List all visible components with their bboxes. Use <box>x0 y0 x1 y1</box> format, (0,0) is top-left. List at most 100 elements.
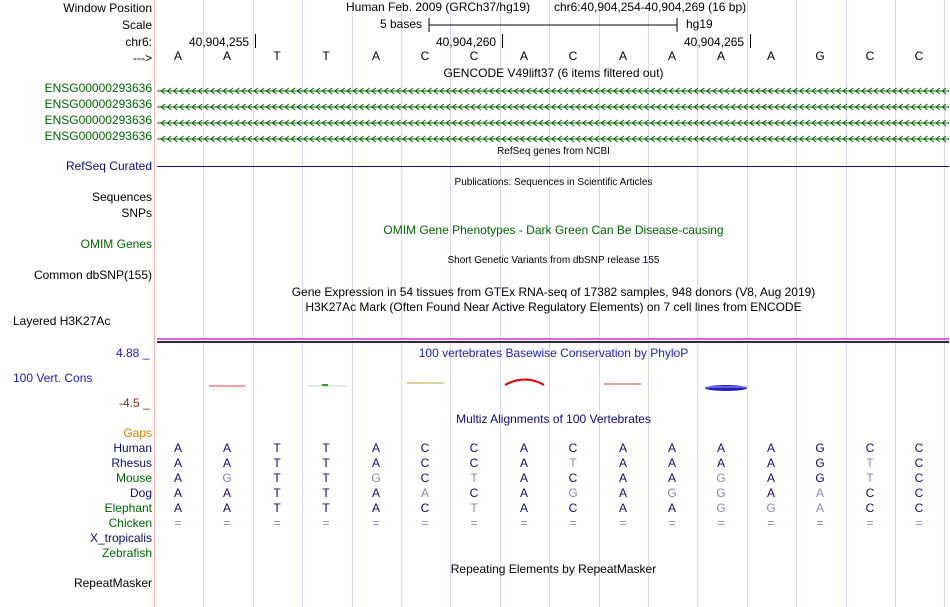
species-label[interactable]: Human <box>113 441 152 455</box>
gencode-item-label[interactable]: ENSG00000293636 <box>44 113 152 127</box>
aligned-base: A <box>618 441 627 455</box>
species-label[interactable]: Mouse <box>115 471 152 485</box>
gencode-gene-feature[interactable] <box>157 101 950 111</box>
aligned-base: T <box>273 486 281 500</box>
aligned-base: A <box>815 486 824 500</box>
aligned-base: A <box>371 486 380 500</box>
aligned-base: G <box>815 471 825 485</box>
repeatmasker-track-title[interactable]: Repeating Elements by RepeatMasker <box>450 562 657 576</box>
coord-3: 40,904,265 <box>684 35 745 49</box>
aligned-base: = <box>668 516 676 530</box>
aligned-base: = <box>322 516 330 530</box>
cons-track-label[interactable]: 100 Vert. Cons <box>13 371 93 385</box>
gaps-label[interactable]: Gaps <box>123 426 152 440</box>
aligned-base: A <box>519 471 528 485</box>
aligned-base: = <box>619 516 627 530</box>
reference-base: A <box>716 49 725 63</box>
aligned-base: A <box>519 486 528 500</box>
aligned-base: A <box>766 471 775 485</box>
aligned-base: G <box>716 486 726 500</box>
reference-base: G <box>815 49 825 63</box>
guide-line <box>697 0 698 607</box>
aligned-base: C <box>469 456 479 470</box>
gencode-gene-feature[interactable] <box>157 133 950 143</box>
aligned-base: A <box>173 471 182 485</box>
aligned-base: = <box>866 516 874 530</box>
aligned-base: G <box>766 501 776 515</box>
omim-label[interactable]: OMIM Genes <box>80 237 152 251</box>
reference-base: C <box>420 49 430 63</box>
species-label[interactable]: Zebrafish <box>101 546 152 560</box>
aligned-base: A <box>222 456 231 470</box>
scale-text: 5 bases <box>380 17 423 31</box>
aligned-base: C <box>865 441 875 455</box>
window-position-label: Window Position <box>63 1 152 15</box>
h3k27ac-signal-bottom[interactable] <box>157 341 949 343</box>
aligned-base: C <box>420 501 430 515</box>
h3k27ac-track-title[interactable]: H3K27Ac Mark (Often Found Near Active Re… <box>305 300 802 314</box>
guide-line <box>500 0 501 607</box>
refseq-label[interactable]: RefSeq Curated <box>65 159 152 173</box>
aligned-base: C <box>420 471 430 485</box>
h3k27ac-label[interactable]: Layered H3K27Ac <box>13 314 111 328</box>
aligned-base: A <box>519 501 528 515</box>
sequences-label[interactable]: Sequences <box>91 190 152 204</box>
reference-base: A <box>173 49 182 63</box>
species-label[interactable]: Elephant <box>104 501 152 515</box>
aligned-base: = <box>717 516 725 530</box>
aligned-base: C <box>420 456 430 470</box>
aligned-base: A <box>519 456 528 470</box>
multiz-track-title[interactable]: Multiz Alignments of 100 Vertebrates <box>456 412 651 426</box>
reference-base: C <box>865 49 875 63</box>
gencode-gene-feature[interactable] <box>157 85 950 95</box>
snps-label[interactable]: SNPs <box>121 206 152 220</box>
species-label[interactable]: Dog <box>129 486 152 500</box>
coord-tick-2 <box>502 34 503 48</box>
aligned-base: A <box>618 471 627 485</box>
gencode-gene-feature[interactable] <box>157 117 950 127</box>
aligned-base: A <box>173 501 182 515</box>
repeatmasker-label[interactable]: RepeatMasker <box>73 576 152 590</box>
aligned-base: A <box>667 456 676 470</box>
aligned-base: C <box>914 486 924 500</box>
dbsnp-track-title[interactable]: Short Genetic Variants from dbSNP releas… <box>447 255 660 266</box>
phylop-signal[interactable] <box>157 370 949 400</box>
refseq-gene-line[interactable] <box>157 166 949 167</box>
omim-track-title[interactable]: OMIM Gene Phenotypes - Dark Green Can Be… <box>383 223 724 237</box>
label-panel-divider[interactable] <box>154 0 155 607</box>
species-label[interactable]: Chicken <box>108 516 152 530</box>
dbsnp-label[interactable]: Common dbSNP(155) <box>33 268 152 282</box>
aligned-base: A <box>766 486 775 500</box>
aligned-base: A <box>222 486 231 500</box>
refseq-track-title[interactable]: RefSeq genes from NCBI <box>497 146 610 157</box>
scale-bar <box>428 18 678 32</box>
aligned-base: G <box>667 486 677 500</box>
aligned-base: C <box>914 471 924 485</box>
coord-tick-1 <box>255 34 256 48</box>
reference-base: T <box>322 49 330 63</box>
gencode-item-label[interactable]: ENSG00000293636 <box>44 97 152 111</box>
aligned-base: T <box>322 441 330 455</box>
h3k27ac-signal-top[interactable] <box>157 338 949 340</box>
phylop-track-title[interactable]: 100 vertebrates Basewise Conservation by… <box>418 346 689 360</box>
publications-track-title[interactable]: Publications: Sequences in Scientific Ar… <box>454 177 653 188</box>
reference-base: A <box>618 49 627 63</box>
aligned-base: = <box>372 516 380 530</box>
guide-line <box>796 0 797 607</box>
gencode-item-label[interactable]: ENSG00000293636 <box>44 129 152 143</box>
guide-line <box>846 0 847 607</box>
guide-line <box>599 0 600 607</box>
species-label[interactable]: Rhesus <box>111 456 152 470</box>
guide-line <box>549 0 550 607</box>
gtex-track-title[interactable]: Gene Expression in 54 tissues from GTEx … <box>291 285 816 299</box>
aligned-base: A <box>371 441 380 455</box>
aligned-base: G <box>716 471 726 485</box>
aligned-base: = <box>520 516 528 530</box>
species-label[interactable]: X_tropicalis <box>89 531 152 545</box>
aligned-base: T <box>569 456 577 470</box>
aligned-base: A <box>173 441 182 455</box>
guide-line <box>450 0 451 607</box>
gencode-track-title[interactable]: GENCODE V49lift37 (6 items filtered out) <box>443 66 664 80</box>
gencode-item-label[interactable]: ENSG00000293636 <box>44 81 152 95</box>
aligned-base: T <box>322 471 330 485</box>
